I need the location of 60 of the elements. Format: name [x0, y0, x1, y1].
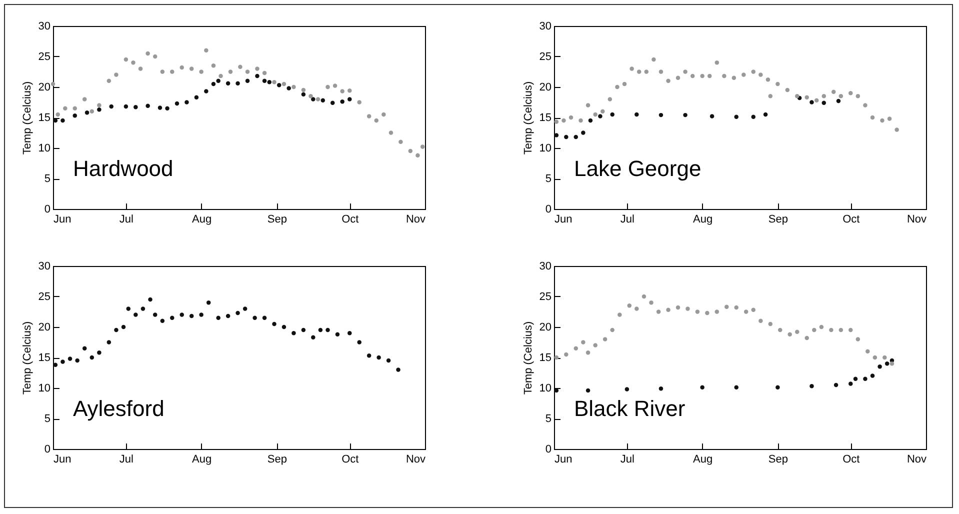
y-tick-label: 30 — [38, 260, 50, 272]
x-tick-label: Nov — [906, 454, 927, 466]
y-tick-label: 15 — [539, 112, 552, 124]
y-tick-label: 0 — [44, 444, 50, 456]
y-tick-label: 5 — [545, 173, 552, 185]
y-tick-label: 25 — [38, 291, 50, 303]
x-tick-label: Aug — [192, 454, 212, 466]
x-tick-label: Jun — [554, 214, 572, 226]
y-tick-label: 30 — [38, 20, 50, 32]
y-axis-title: Temp (Celcius) — [21, 321, 34, 395]
x-tick-label: Aug — [192, 214, 212, 226]
annotation: Hardwood — [73, 156, 174, 181]
x-tick-label: Oct — [842, 454, 860, 466]
x-tick-label: Jul — [620, 454, 634, 466]
y-tick-label: 15 — [38, 112, 50, 124]
y-tick-label: 20 — [38, 322, 50, 334]
y-tick-label: 15 — [38, 352, 50, 364]
x-tick-label: Sep — [267, 214, 287, 226]
y-tick-label: 30 — [539, 20, 552, 32]
y-axis-title: Temp (Celcius) — [522, 321, 534, 395]
y-tick-label: 20 — [539, 322, 552, 334]
annotation: Lake George — [574, 156, 702, 181]
x-tick-label: Jul — [620, 214, 634, 226]
x-tick-label: Aug — [693, 214, 713, 226]
y-tick-label: 25 — [38, 51, 50, 63]
x-tick-label: Jul — [119, 214, 134, 226]
x-tick-label: Jul — [119, 454, 134, 466]
x-tick-label: Aug — [693, 454, 713, 466]
x-tick-label: Oct — [842, 214, 860, 226]
x-tick-label: Nov — [406, 454, 426, 466]
x-tick-label: Nov — [906, 214, 927, 226]
x-tick-label: Jun — [554, 454, 572, 466]
y-tick-label: 5 — [44, 413, 50, 425]
y-tick-label: 0 — [545, 444, 552, 456]
y-tick-label: 10 — [38, 382, 50, 394]
y-tick-label: 0 — [44, 204, 50, 216]
y-tick-label: 15 — [539, 352, 552, 364]
y-axis-title: Temp (Celcius) — [21, 81, 34, 155]
y-axis-title: Temp (Celcius) — [522, 81, 534, 155]
x-tick-label: Sep — [267, 454, 287, 466]
annotation: Aylesford — [73, 396, 164, 421]
x-tick-label: Jun — [54, 454, 72, 466]
y-tick-label: 5 — [44, 173, 50, 185]
y-tick-label: 20 — [38, 82, 50, 94]
x-tick-label: Nov — [406, 214, 426, 226]
y-tick-label: 0 — [545, 204, 552, 216]
x-tick-label: Sep — [768, 214, 788, 226]
y-tick-label: 25 — [539, 291, 552, 303]
y-tick-label: 10 — [38, 142, 50, 154]
y-tick-label: 5 — [545, 413, 552, 425]
x-tick-label: Oct — [342, 454, 359, 466]
y-tick-label: 10 — [539, 382, 552, 394]
x-tick-label: Jun — [54, 214, 72, 226]
y-tick-label: 25 — [539, 51, 552, 63]
annotation: Black River — [574, 396, 686, 421]
y-tick-label: 20 — [539, 82, 552, 94]
x-tick-label: Oct — [342, 214, 359, 226]
y-tick-label: 10 — [539, 142, 552, 154]
x-tick-label: Sep — [768, 454, 788, 466]
y-tick-label: 30 — [539, 260, 552, 272]
